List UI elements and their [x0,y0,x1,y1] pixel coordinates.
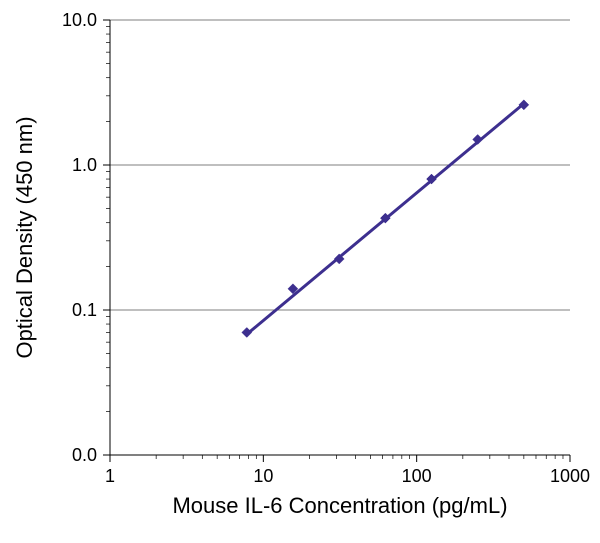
svg-text:10: 10 [253,466,273,486]
svg-text:1.0: 1.0 [72,155,97,175]
svg-text:0.0: 0.0 [72,445,97,465]
svg-text:1000: 1000 [550,466,590,486]
svg-text:Optical Density (450 nm): Optical Density (450 nm) [12,116,37,358]
svg-text:1: 1 [105,466,115,486]
svg-text:100: 100 [402,466,432,486]
svg-text:0.1: 0.1 [72,300,97,320]
chart-svg: 1 10 100 1000 0.0 0.1 1.0 10.0 Mouse IL-6 Concen… [0,0,600,543]
standard-curve-chart: 1 10 100 1000 0.0 0.1 1.0 10.0 Mouse IL-6 Concen… [0,0,600,543]
svg-text:Mouse IL-6 Concentration (pg/m: Mouse IL-6 Concentration (pg/mL) [172,493,507,518]
svg-text:10.0: 10.0 [62,10,97,30]
